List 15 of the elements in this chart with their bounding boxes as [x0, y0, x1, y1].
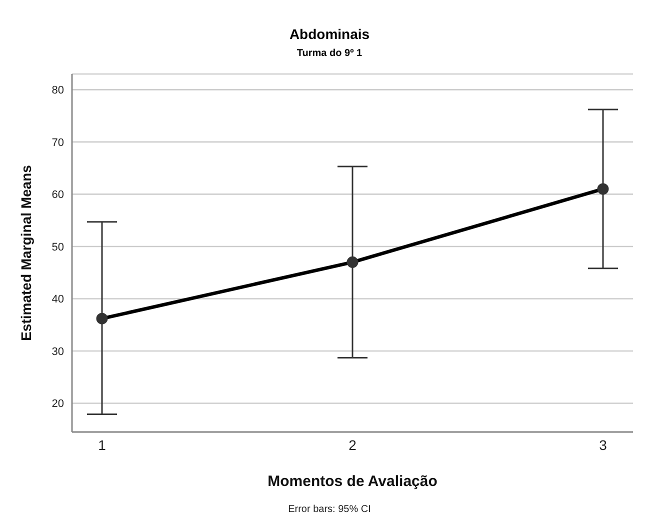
x-tick-label: 3 [599, 436, 608, 453]
text: Error bars: 95% CI [287, 504, 372, 515]
chart-title: Abdominais [288, 25, 371, 44]
y-tick-label: 60 [52, 189, 64, 202]
y-tick-label: 80 [52, 84, 64, 97]
x-tick-label: 2 [348, 436, 357, 453]
y-tick-label: 30 [52, 346, 64, 358]
chart-subtitle: Turma do 9º 1 [296, 48, 364, 61]
y-tick-label: 70 [52, 136, 64, 149]
y-tick-label: 50 [52, 241, 64, 254]
y-tick-label: 40 [52, 294, 64, 306]
y-axis-title: Estimated Marginal Means [18, 164, 34, 341]
x-axis-title: Momentos de Avaliação [268, 473, 438, 490]
x-tick-label: 1 [98, 436, 106, 453]
y-tick-label: 20 [52, 398, 64, 410]
